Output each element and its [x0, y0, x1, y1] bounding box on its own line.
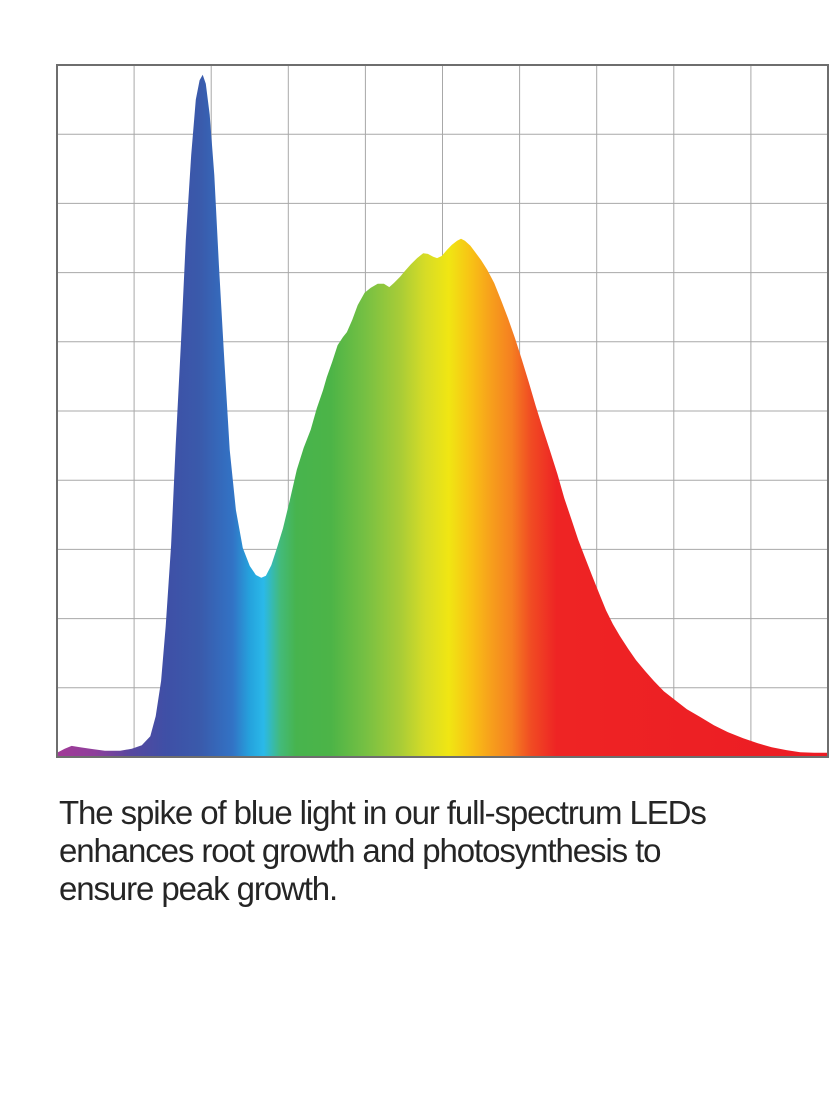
led-spectrum-figure [55, 63, 830, 759]
caption-line-3: ensure peak growth. [59, 870, 338, 907]
spectrum-area [57, 74, 828, 757]
caption-line-1: The spike of blue light in our full-spec… [59, 794, 707, 831]
caption-text: The spike of blue light in our full-spec… [59, 794, 707, 908]
chart-border [56, 64, 829, 758]
spectrum-chart [56, 64, 829, 758]
caption-line-2: enhances root growth and photosynthesis … [59, 832, 662, 869]
